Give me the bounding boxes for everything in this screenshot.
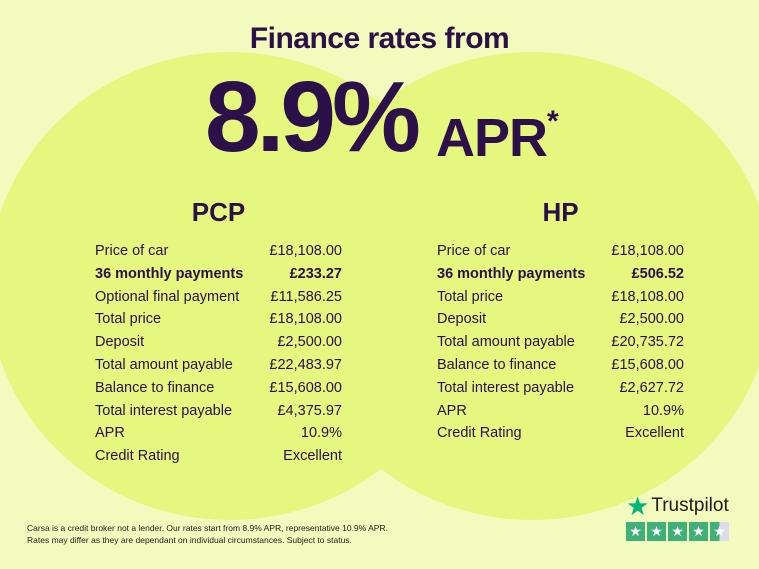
row-value: £15,608.00 xyxy=(611,356,684,373)
disclaimer-line-2: Rates may differ as they are dependant o… xyxy=(27,535,352,545)
table-row: Price of car £18,108.00 xyxy=(95,240,342,263)
row-label: APR xyxy=(95,425,125,442)
disclaimer-line-1: Carsa is a credit broker not a lender. O… xyxy=(27,523,388,533)
apr-label: APR xyxy=(436,108,548,168)
hp-title: HP xyxy=(542,197,579,227)
table-row: Total interest payable £2,627.72 xyxy=(437,377,684,400)
row-label: Total price xyxy=(95,311,162,328)
row-label: Price of car xyxy=(95,243,169,259)
table-row: Total amount payable £20,735.72 xyxy=(437,331,684,354)
row-label: Optional final payment xyxy=(95,288,240,305)
table-row: APR 10.9% xyxy=(437,400,684,423)
row-value: £18,108.00 xyxy=(611,288,684,305)
headline-rate: 8.9% xyxy=(205,61,421,173)
star-icon: ★ xyxy=(626,522,645,541)
row-value: £2,627.72 xyxy=(619,379,684,396)
row-value: £18,108.00 xyxy=(269,243,342,259)
table-row: 36 monthly payments £233.27 xyxy=(95,263,342,286)
trustpilot-star-icon: ★ xyxy=(626,491,650,521)
table-row: Total price £18,108.00 xyxy=(437,286,684,309)
row-label: Balance to finance xyxy=(95,379,215,396)
pcp-title: PCP xyxy=(191,197,246,227)
table-row: APR 10.9% xyxy=(95,422,342,445)
row-label: 36 monthly payments xyxy=(95,265,244,282)
table-row: Total price £18,108.00 xyxy=(95,308,342,331)
row-label: 36 monthly payments xyxy=(437,265,586,282)
pcp-table: PCP Price of car £18,108.00 36 monthly pay… xyxy=(95,196,342,468)
row-label: Total amount payable xyxy=(437,334,575,351)
row-value: £18,108.00 xyxy=(269,311,342,328)
row-label: Total price xyxy=(437,288,504,305)
star-icon: ★ xyxy=(647,522,666,541)
asterisk: * xyxy=(547,105,559,138)
trustpilot-logo: ★ Trustpilot xyxy=(626,491,729,521)
row-value: £18,108.00 xyxy=(611,243,684,259)
table-row: Credit Rating Excellent xyxy=(437,422,684,445)
disclaimer: Carsa is a credit broker not a lender. O… xyxy=(27,522,388,546)
right-circle-decoration xyxy=(290,52,759,520)
hp-table: HP Price of car £18,108.00 36 monthly paym… xyxy=(437,196,684,445)
row-label: APR xyxy=(437,402,467,419)
table-row: Balance to finance £15,608.00 xyxy=(95,377,342,400)
table-row: Optional final payment £11,586.25 xyxy=(95,286,342,309)
row-value: £2,500.00 xyxy=(619,311,684,328)
row-value: £20,735.72 xyxy=(611,334,684,351)
headline-apr: APR* xyxy=(436,98,559,168)
row-value: £2,500.00 xyxy=(277,334,342,351)
row-label: Total interest payable xyxy=(95,402,233,419)
row-value: £22,483.97 xyxy=(269,356,342,373)
row-label: Price of car xyxy=(437,243,511,259)
table-row: Credit Rating Excellent xyxy=(95,445,342,468)
trustpilot-name: Trustpilot xyxy=(651,495,729,516)
row-label: Credit Rating xyxy=(437,425,522,442)
table-row: Balance to finance £15,608.00 xyxy=(437,354,684,377)
row-label: Total interest payable xyxy=(437,379,575,396)
row-label: Credit Rating xyxy=(95,448,180,465)
row-value: £506.52 xyxy=(631,265,684,282)
table-row: Total interest payable £4,375.97 xyxy=(95,400,342,423)
star-icon: ★ xyxy=(689,522,708,541)
table-row: Price of car £18,108.00 xyxy=(437,240,684,263)
table-row: Deposit £2,500.00 xyxy=(95,331,342,354)
star-icon: ★ xyxy=(668,522,687,541)
half-star-icon: ★ xyxy=(710,522,729,541)
row-label: Balance to finance xyxy=(437,356,557,373)
row-value: £4,375.97 xyxy=(277,402,342,419)
row-label: Deposit xyxy=(437,311,487,328)
row-value: £11,586.25 xyxy=(270,288,343,305)
row-value: Excellent xyxy=(283,448,342,465)
row-value: £15,608.00 xyxy=(269,379,342,396)
trustpilot-badge[interactable]: ★ Trustpilot ★ ★ ★ ★ ★ xyxy=(626,491,729,541)
row-value: 10.9% xyxy=(300,425,342,442)
table-row: Deposit £2,500.00 xyxy=(437,308,684,331)
row-value: 10.9% xyxy=(642,402,684,419)
row-value: £233.27 xyxy=(289,265,342,282)
table-row: 36 monthly payments £506.52 xyxy=(437,263,684,286)
row-label: Deposit xyxy=(95,334,145,351)
headline: Finance rates from xyxy=(249,22,510,55)
table-row: Total amount payable £22,483.97 xyxy=(95,354,342,377)
row-value: Excellent xyxy=(625,425,684,442)
row-label: Total amount payable xyxy=(95,356,233,373)
trustpilot-rating: ★ ★ ★ ★ ★ xyxy=(626,522,729,541)
